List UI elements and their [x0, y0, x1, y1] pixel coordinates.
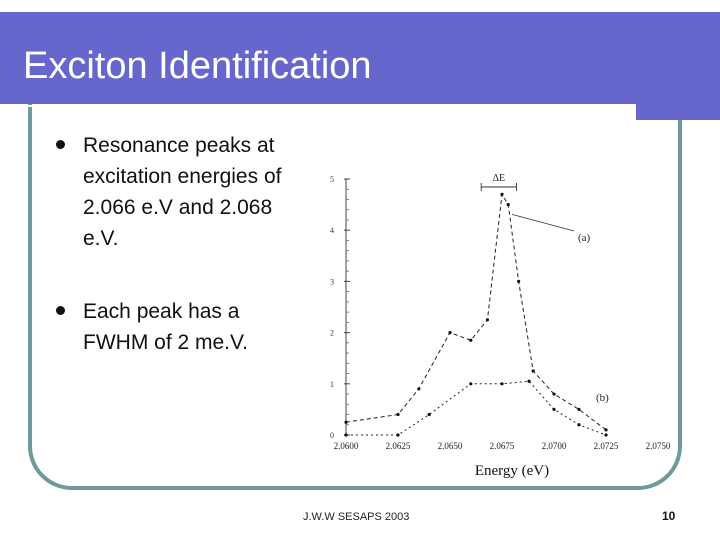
data-point [396, 433, 400, 437]
y-tick-label: 1 [330, 380, 334, 389]
bullet-list: Resonance peaks at excitation energies o… [56, 130, 306, 400]
data-point [417, 387, 421, 391]
series-a-pointer [511, 213, 575, 232]
data-point [604, 433, 608, 437]
data-point [531, 369, 535, 373]
bullet-dot-icon [56, 306, 65, 315]
data-point [485, 318, 490, 322]
data-point [577, 423, 581, 427]
footer-text: J.W.W SESAPS 2003 [303, 511, 410, 523]
y-tick-label: 0 [330, 431, 334, 440]
series-a-label: (a) [578, 232, 591, 244]
data-point [469, 382, 473, 386]
delta-e-label: ΔE [493, 173, 506, 184]
x-tick-label: 2.0725 [594, 441, 619, 451]
bullet-item: Resonance peaks at excitation energies o… [56, 130, 306, 254]
bullet-text: Resonance peaks at excitation energies o… [83, 134, 282, 250]
x-tick-label: 2.0750 [646, 441, 671, 451]
y-tick-label: 3 [330, 277, 334, 286]
spectrum-chart: 0 1 2 3 4 5 2.0600 2.0625 2.0650 2.0675 2.0700 2.07… [330, 173, 671, 479]
y-tick-label: 4 [330, 226, 334, 235]
title-underline [24, 105, 636, 107]
x-tick-label: 2.0650 [438, 441, 463, 451]
data-point [469, 338, 473, 342]
bullet-text: Each peak has a FWHM of 2 me.V. [83, 300, 248, 354]
data-point [552, 407, 556, 411]
data-point [604, 428, 608, 432]
slide-title: Exciton Identification [23, 45, 372, 87]
slide-frame [28, 60, 682, 490]
data-point [517, 279, 521, 283]
data-point [506, 203, 510, 207]
page-number: 10 [662, 509, 676, 523]
data-point [500, 192, 504, 196]
x-tick-label: 2.0700 [542, 441, 567, 451]
series-line-0 [345, 192, 607, 431]
data-point [427, 412, 431, 417]
data-point [577, 407, 581, 411]
data-point [552, 392, 556, 396]
y-tick-label: 2 [330, 329, 334, 338]
x-tick-label: 2.0675 [490, 441, 515, 451]
title-bar: Exciton Identification [0, 12, 720, 120]
series-b-label: (b) [596, 392, 609, 404]
data-point [500, 382, 504, 386]
data-point [396, 412, 400, 417]
x-tick-label: 2.0600 [334, 441, 359, 451]
data-point [344, 420, 348, 424]
data-point [344, 433, 348, 437]
series-line-1 [346, 380, 607, 436]
bullet-item: Each peak has a FWHM of 2 me.V. [56, 296, 306, 358]
title-bar-notch [636, 92, 720, 120]
data-point [448, 331, 452, 335]
bullet-dot-icon [56, 140, 65, 149]
x-tick-label: 2.0625 [386, 441, 411, 451]
y-tick-label: 5 [330, 175, 334, 184]
x-axis-label: Energy (eV) [475, 463, 549, 479]
data-point [527, 379, 531, 383]
